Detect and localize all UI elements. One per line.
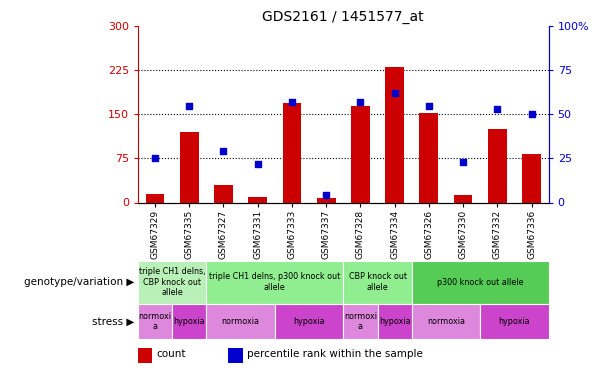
Text: count: count (156, 349, 186, 359)
Bar (385, 68, 404, 203)
Bar (138, 261, 207, 304)
Bar (317, 198, 335, 202)
Point (321, 192, 331, 198)
Point (253, 161, 262, 167)
Bar (419, 113, 438, 202)
Text: triple CH1 delns, p300 knock out
allele: triple CH1 delns, p300 knock out allele (209, 273, 340, 292)
Bar (228, 348, 243, 363)
Bar (214, 185, 233, 202)
Text: percentile rank within the sample: percentile rank within the sample (247, 349, 422, 359)
Text: stress ▶: stress ▶ (93, 316, 135, 327)
Text: normoxia: normoxia (427, 317, 465, 326)
Text: genotype/variation ▶: genotype/variation ▶ (25, 277, 135, 287)
Bar (412, 304, 480, 339)
Point (424, 102, 434, 109)
Point (527, 111, 536, 117)
Text: hypoxia: hypoxia (379, 317, 411, 326)
Text: CBP knock out
allele: CBP knock out allele (349, 273, 406, 292)
Bar (207, 304, 275, 339)
Bar (480, 304, 549, 339)
Text: normoxi
a: normoxi a (139, 312, 172, 331)
Title: GDS2161 / 1451577_at: GDS2161 / 1451577_at (262, 10, 424, 24)
Point (287, 99, 297, 105)
Bar (138, 304, 172, 339)
Bar (412, 261, 549, 304)
Bar (180, 132, 199, 202)
Point (356, 99, 365, 105)
Bar (351, 106, 370, 202)
Bar (172, 304, 207, 339)
Bar (283, 103, 302, 202)
Text: hypoxia: hypoxia (293, 317, 325, 326)
Point (150, 155, 160, 161)
Bar (454, 195, 473, 202)
Text: hypoxia: hypoxia (498, 317, 530, 326)
Point (390, 90, 400, 96)
Bar (275, 304, 343, 339)
Text: hypoxia: hypoxia (173, 317, 205, 326)
Text: normoxi
a: normoxi a (344, 312, 377, 331)
Point (219, 148, 229, 154)
Bar (343, 261, 412, 304)
Point (492, 106, 502, 112)
Bar (378, 304, 412, 339)
Point (185, 102, 194, 109)
Point (458, 159, 468, 165)
Bar (146, 194, 164, 202)
Bar (248, 196, 267, 202)
Bar (138, 348, 152, 363)
Text: triple CH1 delns,
CBP knock out
allele: triple CH1 delns, CBP knock out allele (139, 267, 205, 297)
Text: normoxia: normoxia (222, 317, 259, 326)
Bar (343, 304, 378, 339)
Text: p300 knock out allele: p300 knock out allele (437, 278, 524, 286)
Bar (488, 129, 507, 203)
Bar (207, 261, 343, 304)
Bar (522, 154, 541, 203)
